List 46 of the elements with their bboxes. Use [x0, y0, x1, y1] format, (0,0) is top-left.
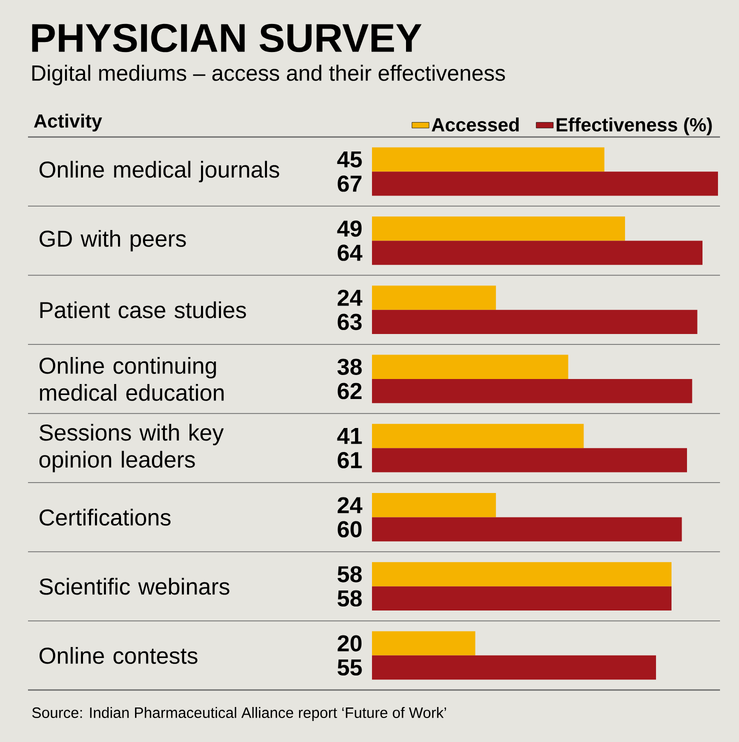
y-tick-label: Online medical journals	[40, 160, 280, 182]
data-label: 38	[337, 358, 362, 375]
data-label: 60	[338, 521, 362, 538]
data-label: 55	[338, 660, 362, 676]
data-label: 62	[338, 382, 362, 400]
data-label: 67	[338, 176, 362, 192]
bar	[372, 172, 718, 196]
y-tick-label: Certifications	[40, 508, 171, 526]
bar	[372, 378, 692, 404]
bar	[372, 147, 604, 172]
chart-title: PHYSICIAN SURVEY	[32, 24, 422, 52]
bar	[372, 216, 626, 241]
data-label: 20	[338, 635, 362, 652]
chart-subtitle: Digital mediums – access and their effectiveness	[32, 64, 505, 86]
source-note: Source: Indian Pharmaceutical Alliance report ‘Future of Work’	[32, 707, 446, 721]
data-label: 58	[338, 566, 362, 582]
data-label: 63	[338, 314, 362, 330]
data-label: 24	[338, 290, 362, 306]
y-tick-label: Scientific webinars	[40, 578, 230, 595]
bar	[372, 286, 496, 310]
bar	[372, 631, 476, 656]
y-tick-label: Sessions with key opinion leaders	[39, 424, 224, 472]
bar	[372, 586, 672, 611]
bar	[372, 655, 656, 680]
y-tick-label: Online continuing medical education	[40, 356, 224, 401]
bar	[372, 448, 687, 472]
bar	[372, 240, 702, 265]
data-label: 45	[337, 151, 362, 168]
bar	[372, 493, 496, 518]
bar	[372, 310, 698, 334]
y-axis-title: Activity	[34, 114, 102, 132]
legend-label: Accessed	[432, 118, 519, 132]
y-tick-label: GD with peers	[40, 230, 186, 252]
data-label: 64	[338, 244, 362, 261]
bar	[372, 424, 584, 448]
data-label: 58	[338, 590, 362, 607]
y-tick-label: Online contests	[40, 646, 198, 664]
bar	[372, 517, 682, 542]
bar	[372, 354, 568, 379]
data-label: 49	[337, 220, 362, 237]
data-label: 61	[338, 452, 362, 468]
data-label: 24	[338, 497, 362, 514]
bar	[372, 562, 672, 586]
legend-label: Effectiveness (%)	[556, 118, 712, 136]
data-label: 41	[337, 428, 362, 444]
y-tick-label: Patient case studies	[40, 301, 246, 318]
